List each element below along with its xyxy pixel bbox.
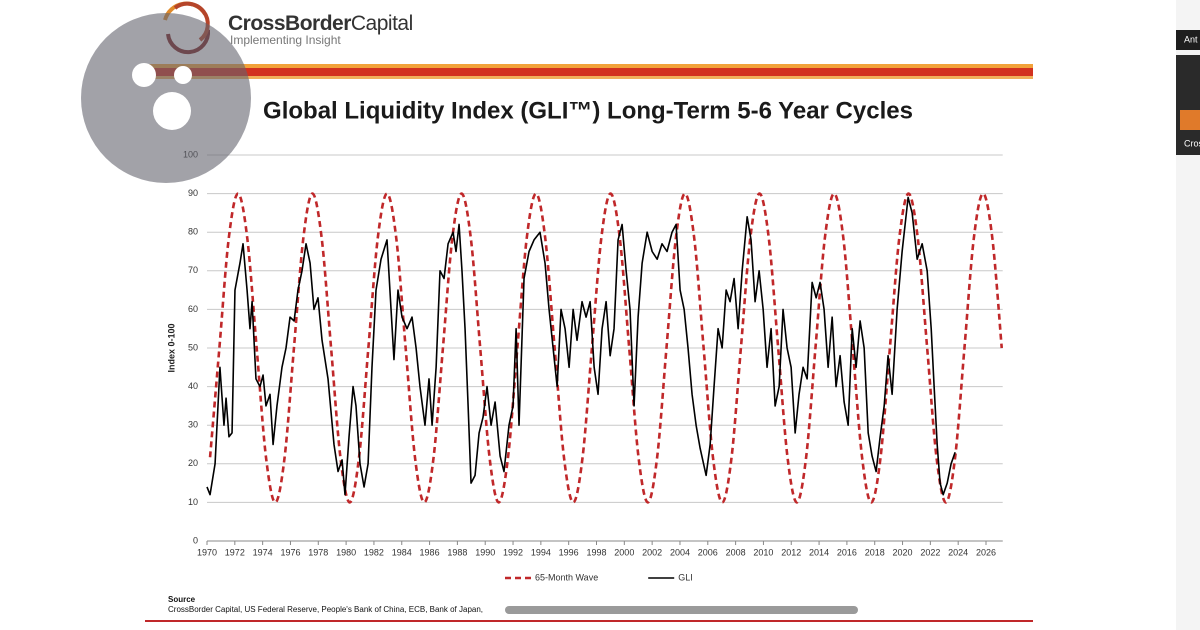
- y-tick-label: 40: [188, 381, 198, 391]
- x-tick-label: 1972: [225, 547, 245, 557]
- x-tick-label: 2020: [893, 547, 913, 557]
- chart-title: Global Liquidity Index (GLI™) Long-Term …: [263, 97, 913, 124]
- x-tick-label: 2022: [920, 547, 940, 557]
- x-tick-label: 1970: [197, 547, 217, 557]
- y-tick-label: 60: [188, 304, 198, 314]
- plot: 0102030405060708090100197019721974197619…: [183, 149, 1004, 582]
- overlay-badge: [81, 13, 251, 183]
- legend-label: GLI: [678, 572, 693, 582]
- sidebar-thumb: [1180, 110, 1200, 130]
- x-tick-label: 1998: [586, 547, 606, 557]
- redaction-bar: [505, 606, 858, 614]
- y-tick-label: 0: [193, 535, 198, 545]
- x-tick-label: 2010: [753, 547, 773, 557]
- y-axis-label: Index 0-100: [166, 323, 176, 372]
- x-tick-label: 1976: [280, 547, 300, 557]
- series-line: [206, 196, 956, 496]
- x-tick-label: 2004: [670, 547, 690, 557]
- x-tick-label: 2024: [948, 547, 968, 557]
- logo-light: Capital: [351, 12, 413, 35]
- x-tick-label: 2012: [781, 547, 801, 557]
- sidebar-tile: [1176, 30, 1200, 50]
- sidebar-name: Ant: [1184, 34, 1198, 44]
- y-tick-label: 10: [188, 497, 198, 507]
- x-tick-label: 1996: [559, 547, 579, 557]
- header-stripe: [145, 64, 1033, 68]
- y-tick-label: 80: [188, 227, 198, 237]
- sidebar-name: Cros: [1184, 138, 1200, 148]
- header-stripe: [145, 76, 1033, 79]
- x-tick-label: 1984: [392, 547, 412, 557]
- logo-text: CrossBorderCapital: [228, 12, 413, 35]
- footer-line: [145, 620, 1033, 622]
- x-tick-label: 2014: [809, 547, 829, 557]
- x-tick-label: 2006: [698, 547, 718, 557]
- x-tick-label: 2018: [865, 547, 885, 557]
- x-tick-label: 1990: [475, 547, 495, 557]
- logo-bold: CrossBorder: [228, 12, 351, 35]
- x-tick-label: 1994: [531, 547, 551, 557]
- legend-label: 65-Month Wave: [535, 572, 598, 582]
- x-tick-label: 1992: [503, 547, 523, 557]
- source-text: CrossBorder Capital, US Federal Reserve,…: [168, 605, 483, 614]
- x-tick-label: 1978: [308, 547, 328, 557]
- y-tick-label: 50: [188, 342, 198, 352]
- x-tick-label: 1982: [364, 547, 384, 557]
- logo-tagline: Implementing Insight: [230, 33, 341, 47]
- x-tick-label: 2008: [726, 547, 746, 557]
- x-tick-label: 1980: [336, 547, 356, 557]
- header-stripe: [145, 68, 1033, 76]
- sidebar-tile: [1176, 55, 1200, 155]
- x-tick-label: 2016: [837, 547, 857, 557]
- x-tick-label: 2026: [976, 547, 996, 557]
- y-tick-label: 70: [188, 265, 198, 275]
- x-tick-label: 2002: [642, 547, 662, 557]
- y-tick-label: 30: [188, 420, 198, 430]
- x-tick-label: 2000: [614, 547, 634, 557]
- x-tick-label: 1986: [420, 547, 440, 557]
- y-tick-label: 20: [188, 458, 198, 468]
- source-label: Source: [168, 595, 196, 604]
- x-tick-label: 1974: [253, 547, 273, 557]
- y-tick-label: 90: [188, 188, 198, 198]
- x-tick-label: 1988: [447, 547, 467, 557]
